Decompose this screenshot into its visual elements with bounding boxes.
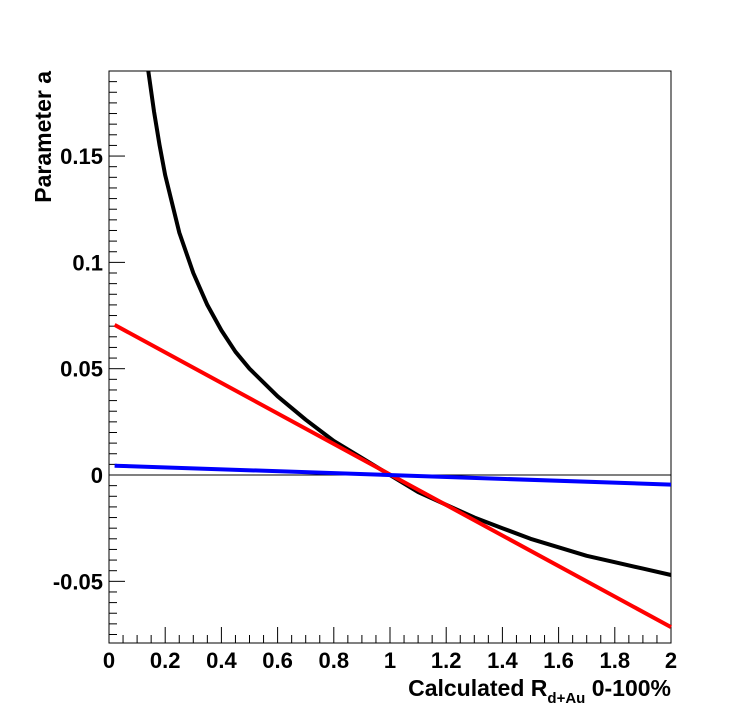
y-tick-label: 0.1	[72, 250, 103, 275]
x-tick-label: 1	[384, 648, 396, 673]
y-tick-label: 0.05	[60, 357, 103, 382]
y-tick-labels: -0.05 0 0.05 0.1 0.15	[53, 144, 103, 594]
major-ticks	[108, 155, 672, 643]
x-tick-label: 2	[665, 648, 677, 673]
x-tick-label: 1.4	[487, 648, 518, 673]
series-line-1	[146, 70, 672, 577]
x-axis-title-subscript: d+Au	[547, 690, 585, 707]
series-line-3	[114, 463, 672, 487]
minor-ticks	[109, 70, 658, 643]
series-group	[113, 70, 672, 629]
x-tick-label: 0.2	[150, 648, 181, 673]
x-axis-title-suffix: 0-100%	[585, 675, 671, 701]
x-tick-label: 1.6	[543, 648, 574, 673]
y-axis-title: Parameter a	[30, 71, 56, 203]
x-tick-label: 0.4	[206, 648, 237, 673]
x-tick-label: 1.2	[431, 648, 462, 673]
y-tick-label: 0	[91, 463, 103, 488]
x-tick-labels: 0 0.2 0.4 0.6 0.8 1 1.2 1.4 1.6 1.8 2	[103, 648, 677, 673]
x-tick-label: 0.6	[262, 648, 293, 673]
x-tick-label: 1.8	[600, 648, 631, 673]
x-tick-label: 0	[103, 648, 115, 673]
x-tick-label: 0.8	[319, 648, 350, 673]
x-axis-title-main: Calculated R	[408, 675, 548, 701]
y-tick-label: -0.05	[53, 569, 103, 594]
x-axis-title: Calculated Rd+Au 0-100%	[408, 675, 671, 707]
y-tick-label: 0.15	[60, 144, 103, 169]
